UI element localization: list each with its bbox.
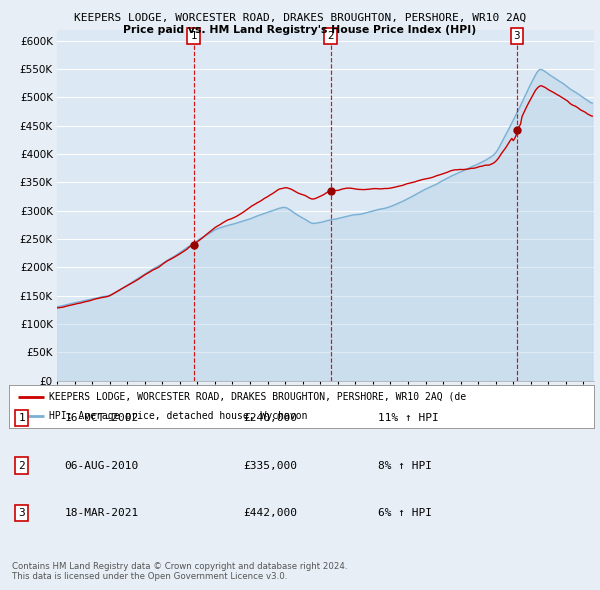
Text: 2: 2 [19, 461, 25, 470]
Text: 18-MAR-2021: 18-MAR-2021 [65, 508, 139, 517]
Text: 6% ↑ HPI: 6% ↑ HPI [377, 508, 431, 517]
Text: £442,000: £442,000 [243, 508, 297, 517]
Text: 11% ↑ HPI: 11% ↑ HPI [377, 414, 438, 423]
Text: 1: 1 [190, 31, 197, 41]
Text: 8% ↑ HPI: 8% ↑ HPI [377, 461, 431, 470]
Text: HPI: Average price, detached house, Wychavon: HPI: Average price, detached house, Wych… [49, 411, 307, 421]
Text: 06-AUG-2010: 06-AUG-2010 [65, 461, 139, 470]
Text: 3: 3 [514, 31, 520, 41]
Text: £335,000: £335,000 [243, 461, 297, 470]
Text: £240,000: £240,000 [243, 414, 297, 423]
Text: 1: 1 [19, 414, 25, 423]
Text: KEEPERS LODGE, WORCESTER ROAD, DRAKES BROUGHTON, PERSHORE, WR10 2AQ: KEEPERS LODGE, WORCESTER ROAD, DRAKES BR… [74, 13, 526, 23]
Text: 16-OCT-2002: 16-OCT-2002 [65, 414, 139, 423]
Text: This data is licensed under the Open Government Licence v3.0.: This data is licensed under the Open Gov… [12, 572, 287, 581]
Text: 2: 2 [327, 31, 334, 41]
Text: 3: 3 [19, 508, 25, 517]
Text: KEEPERS LODGE, WORCESTER ROAD, DRAKES BROUGHTON, PERSHORE, WR10 2AQ (de: KEEPERS LODGE, WORCESTER ROAD, DRAKES BR… [49, 392, 466, 402]
Text: Contains HM Land Registry data © Crown copyright and database right 2024.: Contains HM Land Registry data © Crown c… [12, 562, 347, 571]
Text: Price paid vs. HM Land Registry's House Price Index (HPI): Price paid vs. HM Land Registry's House … [124, 25, 476, 35]
